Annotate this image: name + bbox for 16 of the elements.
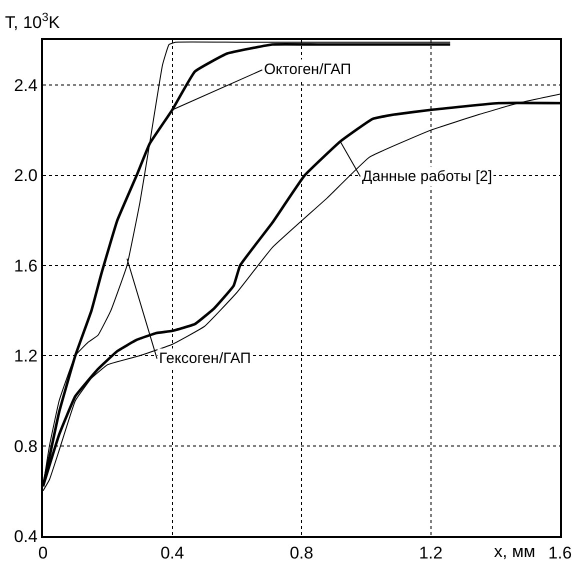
y-tick-label: 0.8 [14,436,38,456]
y-tick-label: 1.2 [14,346,38,366]
y-tick-label: 0.4 [14,526,38,546]
x-tick-label: 0.4 [160,543,184,562]
x-tick-label: 1.6 [548,543,572,562]
annotation: Данные работы [2] [362,168,492,185]
x-tick-label: 0.8 [290,543,314,562]
y-tick-label: 1.6 [14,256,38,276]
y-tick-label: 2.0 [14,166,38,186]
annotation: Октоген/ГАП [264,61,352,78]
x-tick-label: 0 [38,543,48,562]
x-axis-title: x, мм [494,542,536,561]
annotation: Гексоген/ГАП [159,350,251,367]
x-tick-label: 1.2 [418,543,443,562]
y-axis-title: T, 10$^{3}$K [5,10,60,32]
y-tick-label: 2.4 [14,76,38,96]
